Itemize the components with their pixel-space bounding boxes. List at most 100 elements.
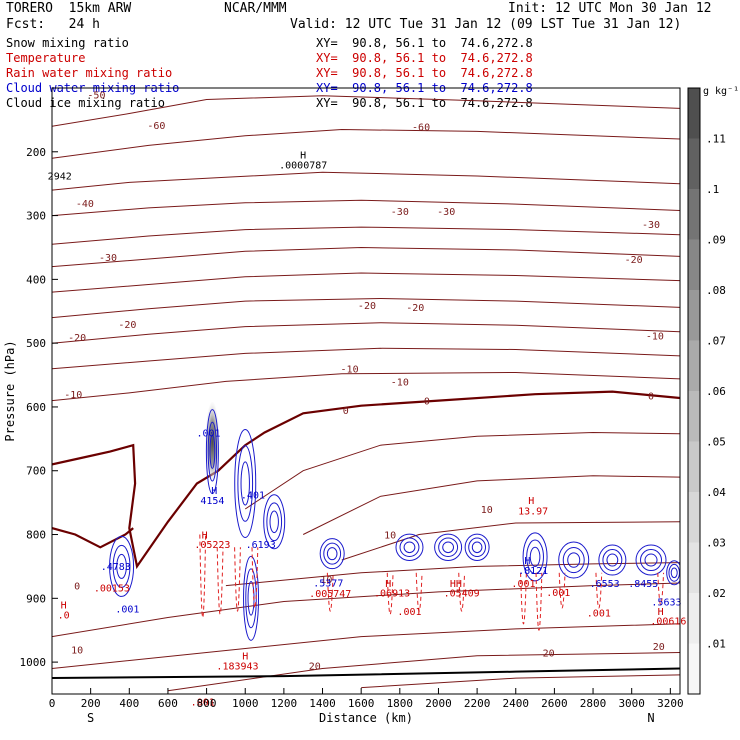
isotherm-label: -40	[76, 199, 94, 210]
colorbar-label: .04	[706, 486, 726, 499]
cloud-water-contour	[644, 553, 658, 567]
x-tick-label: 1400	[309, 697, 336, 710]
colorbar-shade	[688, 643, 700, 694]
x-tick-label: 2200	[464, 697, 491, 710]
field-annotation: H	[524, 556, 530, 567]
field-annotation: H	[658, 607, 664, 618]
field-annotation: .5633	[651, 598, 681, 609]
cloud-water-contour	[434, 533, 463, 561]
field-annotation: .8455	[628, 579, 658, 590]
cloud-water-contour	[602, 549, 623, 572]
cloud-water-contour	[205, 409, 219, 495]
isotherm	[244, 431, 680, 510]
isotherm-label: -20	[358, 301, 376, 312]
cloud-water-contour	[207, 421, 218, 482]
colorbar-shade	[688, 492, 700, 543]
isotherm	[52, 371, 680, 402]
rain-water-contour	[520, 572, 527, 625]
contour-layer	[52, 95, 680, 692]
isotherm-label: 0	[424, 397, 430, 408]
isotherm-label: -10	[391, 377, 409, 388]
isotherm-label: 20	[543, 649, 555, 660]
cloud-water-contour	[109, 535, 135, 597]
cloud-water-contour	[668, 563, 680, 582]
colorbar-label: .02	[706, 587, 726, 600]
field-annotation: H	[242, 652, 248, 663]
isotherm-label: -30	[642, 220, 660, 231]
isotherm	[341, 521, 680, 561]
colorbar-label: .06	[706, 385, 726, 398]
field-annotation: .001	[546, 588, 570, 599]
field-annotation: .005747	[309, 589, 351, 600]
field-annotation: H	[385, 579, 391, 590]
isotherm-label: -30	[391, 207, 409, 218]
axes: 0 200 400 600 800 1000 1200 1400 1600 1800 2000 220…	[3, 87, 684, 725]
rain-water-contour	[251, 547, 259, 609]
y-tick-label: 1000	[20, 656, 47, 669]
cloud-water-contour	[640, 549, 663, 572]
field-name: Temperature	[6, 51, 86, 65]
colorbar-label: .09	[706, 234, 726, 247]
field-annotation: .00616	[650, 617, 686, 628]
cloud-water-contour	[237, 445, 254, 522]
isotherm-label: 20	[309, 661, 321, 672]
isotherm	[52, 623, 680, 669]
isotherm-label: -20	[118, 320, 136, 331]
field-annotation: .001	[115, 605, 139, 616]
field-annotation: .183943	[216, 661, 258, 672]
isotherm	[225, 562, 680, 587]
x-tick-label: 3000	[618, 697, 645, 710]
center-name: NCAR/MMM	[224, 1, 287, 16]
y-tick-label: 600	[26, 401, 46, 414]
isotherm	[52, 322, 680, 344]
isotherm-label: -60	[412, 122, 430, 133]
colorbar: .01 .02 .03 .04 .05 .06 .07 .08 .09 .1 .11 g kg⁻¹	[687, 86, 739, 695]
x-tick-label: 400	[119, 697, 139, 710]
x-tick-label: 1600	[348, 697, 375, 710]
isotherm	[52, 128, 680, 159]
south-label: S	[87, 711, 94, 725]
plot-frame	[51, 87, 681, 695]
cloud-water-contour	[243, 555, 260, 641]
x-tick-label: 600	[158, 697, 178, 710]
isotherm	[52, 171, 680, 191]
x-tick-label: 2000	[425, 697, 452, 710]
colorbar-shade	[688, 290, 700, 341]
isotherm	[167, 652, 680, 692]
cloud-water-contour	[263, 494, 286, 550]
isotherm	[52, 297, 680, 319]
x-tick-label: 0	[49, 697, 56, 710]
cloud-water-contour	[666, 560, 680, 586]
x-tick-label: 1000	[232, 697, 259, 710]
isotherm-label: -20	[625, 255, 643, 266]
colorbar-shade	[688, 340, 700, 391]
field-annotation: .0000787	[279, 161, 327, 172]
isotherm	[52, 95, 680, 127]
isotherm-label: -20	[68, 333, 86, 344]
y-tick-label: 200	[26, 146, 46, 159]
x-tick-label: 1800	[387, 697, 414, 710]
rain-water-contour	[386, 572, 394, 615]
cloud-water-contour	[471, 541, 483, 554]
cloud-water-contour	[468, 537, 487, 558]
rain-water-contour	[535, 572, 543, 631]
colorbar-unit: g kg⁻¹	[703, 86, 739, 97]
cloud-water-contour	[670, 567, 678, 579]
rain-water-contour	[326, 572, 334, 612]
field-annotation: .001	[196, 428, 220, 439]
y-tick-label: 900	[26, 592, 46, 605]
y-axis-title: Pressure (hPa)	[3, 340, 17, 441]
cloud-water-contour	[112, 544, 131, 588]
isotherm	[52, 347, 680, 370]
field-annotation: .06913	[374, 589, 410, 600]
valid-time: Valid: 12 UTC Tue 31 Jan 12 (09 LST Tue …	[290, 17, 682, 32]
colorbar-shade	[688, 88, 700, 139]
isotherm-label: -10	[341, 365, 359, 376]
rain-water-contour	[458, 572, 466, 612]
colorbar-shade	[688, 239, 700, 290]
isotherm	[302, 475, 680, 535]
x-tick-label: 2600	[541, 697, 568, 710]
isotherm-label: 10	[384, 531, 396, 542]
isotherm	[52, 226, 680, 245]
rain-water-contour	[415, 572, 423, 612]
